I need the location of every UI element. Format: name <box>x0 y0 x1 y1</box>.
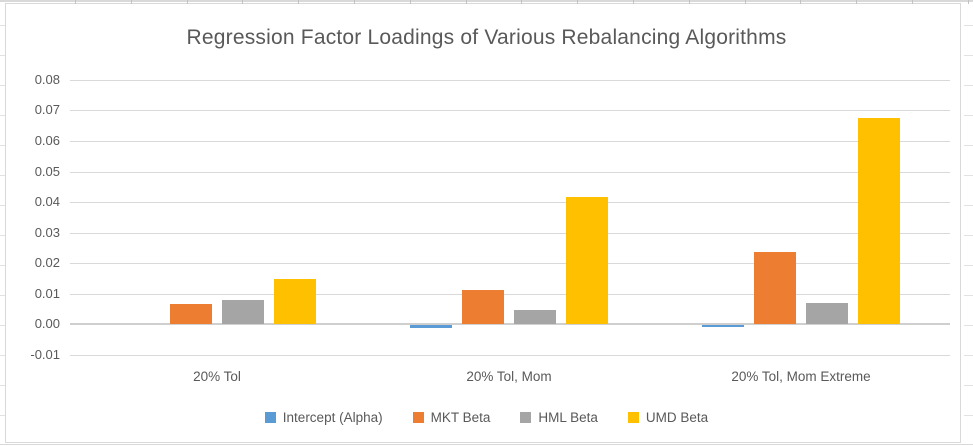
worksheet-row-tick <box>0 265 5 266</box>
y-axis-tick-label: 0.02 <box>34 255 60 270</box>
chart-title[interactable]: Regression Factor Loadings of Various Re… <box>186 26 787 49</box>
worksheet-top-gridline <box>0 0 973 2</box>
worksheet-column-tick <box>410 0 411 4</box>
gridline <box>70 202 950 203</box>
legend-swatch-icon <box>412 412 424 423</box>
bar[interactable] <box>702 325 744 327</box>
worksheet-column-tick <box>466 0 467 4</box>
x-axis-category-label: 20% Tol <box>193 369 241 384</box>
x-axis-category-label: 20% Tol, Mom <box>466 369 552 384</box>
legend: Intercept (Alpha) MKT Beta HML Beta UMD Bet… <box>0 410 973 425</box>
gridline <box>70 80 950 81</box>
legend-label: UMD Beta <box>645 410 709 425</box>
worksheet-row-tick <box>0 115 5 116</box>
worksheet-row-tick <box>964 55 973 56</box>
legend-item[interactable]: UMD Beta <box>627 410 709 425</box>
bar[interactable] <box>274 279 316 324</box>
bar[interactable] <box>858 118 900 324</box>
worksheet-column-tick <box>577 0 578 4</box>
gridline <box>70 263 950 264</box>
y-axis-tick-label: 0.00 <box>34 316 60 331</box>
worksheet-row-tick <box>964 145 973 146</box>
legend-item[interactable]: HML Beta <box>520 410 598 425</box>
y-axis-tick-label: -0.01 <box>30 347 60 362</box>
worksheet-column-tick <box>242 0 243 4</box>
category-axis-line <box>70 323 950 325</box>
y-axis-tick-label: 0.06 <box>34 133 60 148</box>
x-axis-category-label: 20% Tol, Mom Extreme <box>731 369 871 384</box>
gridline <box>70 141 950 142</box>
legend-swatch-icon <box>627 412 639 423</box>
y-axis-tick-label: 0.01 <box>34 286 60 301</box>
worksheet-row-tick <box>0 235 5 236</box>
worksheet-row-tick <box>0 325 5 326</box>
bar[interactable] <box>566 197 608 324</box>
worksheet-column-tick <box>745 0 746 4</box>
worksheet-column-tick <box>298 0 299 4</box>
bar[interactable] <box>514 310 556 324</box>
worksheet-row-tick <box>964 265 973 266</box>
worksheet-column-tick <box>633 0 634 4</box>
worksheet-bottom-gridline <box>0 444 973 445</box>
chart-area[interactable] <box>5 3 961 443</box>
worksheet-row-tick <box>0 385 5 386</box>
worksheet-row-tick <box>964 415 973 416</box>
y-axis-tick-label: 0.08 <box>34 72 60 87</box>
worksheet-row-tick <box>0 175 5 176</box>
gridline <box>70 294 950 295</box>
worksheet-column-tick <box>187 0 188 4</box>
worksheet-row-tick <box>0 415 5 416</box>
y-axis-tick-label: 0.03 <box>34 225 60 240</box>
bar[interactable] <box>806 303 848 324</box>
bar[interactable] <box>410 325 452 328</box>
bar[interactable] <box>170 304 212 324</box>
legend-label: MKT Beta <box>430 410 491 425</box>
worksheet-row-tick <box>964 85 973 86</box>
worksheet-column-tick <box>968 0 969 4</box>
gridline <box>70 355 950 356</box>
worksheet-row-tick <box>0 205 5 206</box>
worksheet-row-tick <box>964 175 973 176</box>
worksheet-row-tick <box>0 145 5 146</box>
gridline <box>70 233 950 234</box>
y-axis-tick-label: 0.07 <box>34 102 60 117</box>
worksheet-column-tick <box>75 0 76 4</box>
legend-swatch-icon <box>264 412 276 423</box>
worksheet-row-tick <box>964 235 973 236</box>
legend-item[interactable]: Intercept (Alpha) <box>264 410 383 425</box>
worksheet-row-tick <box>964 295 973 296</box>
worksheet-column-tick <box>856 0 857 4</box>
worksheet-row-tick <box>964 115 973 116</box>
worksheet-row-tick <box>0 55 5 56</box>
bar[interactable] <box>462 290 504 324</box>
legend-label: Intercept (Alpha) <box>282 410 383 425</box>
bar[interactable] <box>222 300 264 324</box>
gridline <box>70 172 950 173</box>
worksheet-row-tick <box>964 385 973 386</box>
worksheet-column-tick <box>800 0 801 4</box>
y-axis-tick-label: 0.05 <box>34 164 60 179</box>
bar[interactable] <box>754 252 796 324</box>
worksheet-row-tick <box>0 85 5 86</box>
worksheet-column-tick <box>521 0 522 4</box>
worksheet-column-tick <box>689 0 690 4</box>
y-axis-tick-label: 0.04 <box>34 194 60 209</box>
worksheet-column-tick <box>354 0 355 4</box>
worksheet-row-tick <box>964 205 973 206</box>
worksheet-row-tick <box>964 25 973 26</box>
legend-label: HML Beta <box>538 410 598 425</box>
gridline <box>70 110 950 111</box>
worksheet-column-tick <box>912 0 913 4</box>
worksheet-row-tick <box>0 355 5 356</box>
worksheet-row-tick <box>964 355 973 356</box>
worksheet-row-tick <box>0 295 5 296</box>
worksheet-row-tick <box>964 325 973 326</box>
legend-item[interactable]: MKT Beta <box>412 410 491 425</box>
legend-swatch-icon <box>520 412 532 423</box>
worksheet-row-tick <box>0 25 5 26</box>
worksheet-column-tick <box>131 0 132 4</box>
